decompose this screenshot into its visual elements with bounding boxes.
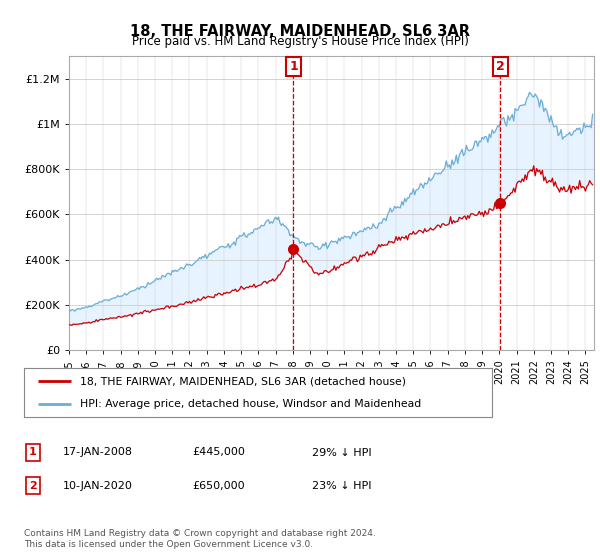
Text: £650,000: £650,000 <box>192 480 245 491</box>
Text: 18, THE FAIRWAY, MAIDENHEAD, SL6 3AR (detached house): 18, THE FAIRWAY, MAIDENHEAD, SL6 3AR (de… <box>80 376 406 386</box>
Text: 1: 1 <box>289 60 298 73</box>
Text: 1: 1 <box>29 447 37 458</box>
Text: 18, THE FAIRWAY, MAIDENHEAD, SL6 3AR: 18, THE FAIRWAY, MAIDENHEAD, SL6 3AR <box>130 24 470 39</box>
Text: 2: 2 <box>29 480 37 491</box>
Text: 23% ↓ HPI: 23% ↓ HPI <box>312 480 371 491</box>
Text: 10-JAN-2020: 10-JAN-2020 <box>63 480 133 491</box>
Text: Contains HM Land Registry data © Crown copyright and database right 2024.
This d: Contains HM Land Registry data © Crown c… <box>24 529 376 549</box>
Text: 17-JAN-2008: 17-JAN-2008 <box>63 447 133 458</box>
Text: HPI: Average price, detached house, Windsor and Maidenhead: HPI: Average price, detached house, Wind… <box>80 399 421 409</box>
Text: 29% ↓ HPI: 29% ↓ HPI <box>312 447 371 458</box>
Text: £445,000: £445,000 <box>192 447 245 458</box>
Text: Price paid vs. HM Land Registry's House Price Index (HPI): Price paid vs. HM Land Registry's House … <box>131 35 469 48</box>
Text: 2: 2 <box>496 60 505 73</box>
